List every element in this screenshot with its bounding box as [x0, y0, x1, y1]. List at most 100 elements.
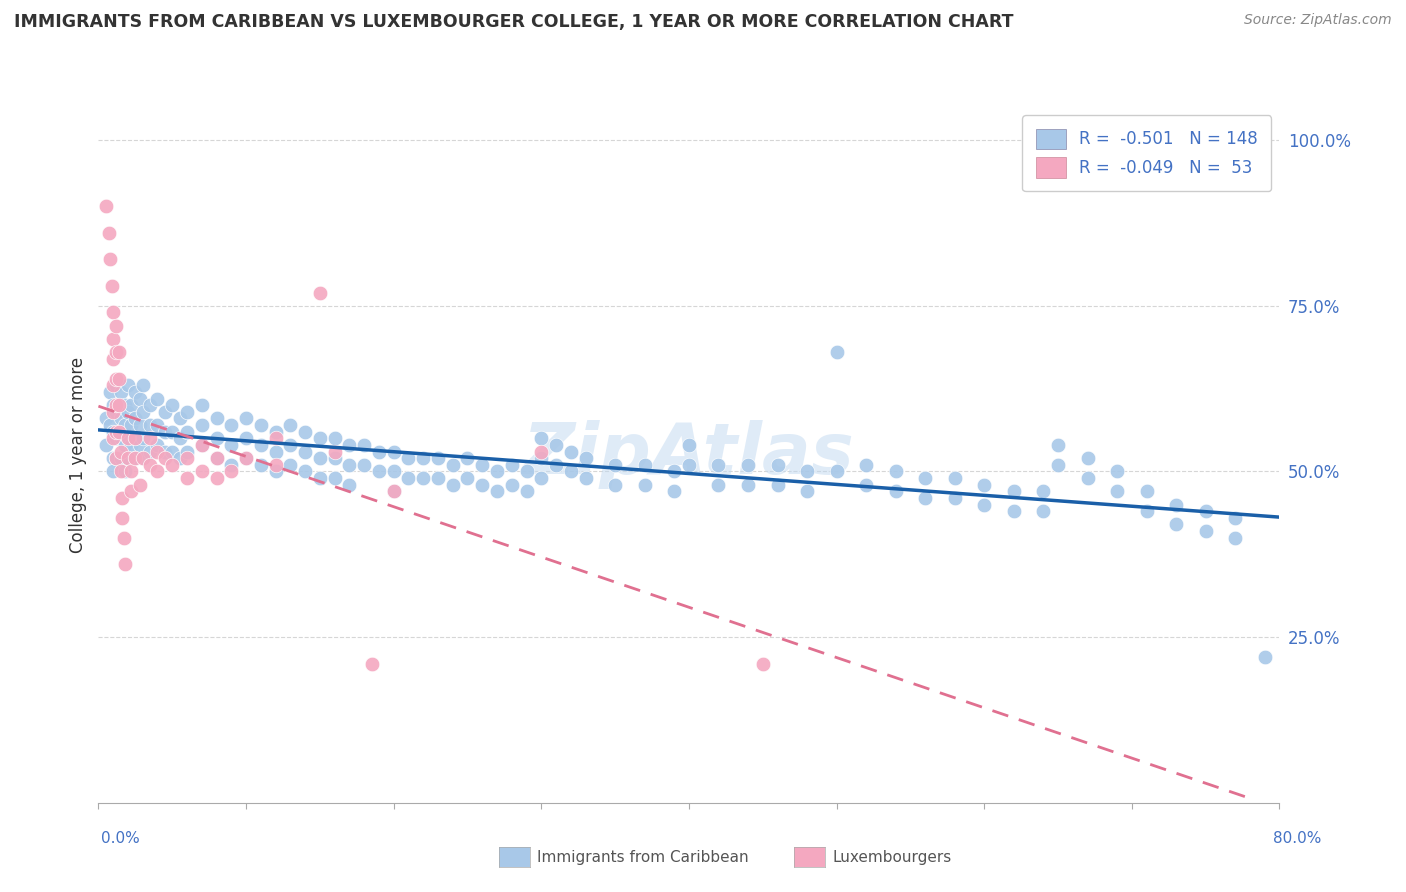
Point: [855, 477, 877, 491]
Point: [120, 438, 142, 452]
Point: [278, 418, 302, 433]
Point: [117, 431, 139, 445]
Point: [108, 372, 131, 386]
Point: [1046, 458, 1069, 472]
Point: [124, 431, 146, 445]
Point: [176, 451, 198, 466]
Point: [1077, 471, 1099, 485]
Point: [132, 451, 155, 466]
Point: [943, 471, 966, 485]
Point: [124, 384, 146, 399]
Point: [441, 477, 464, 491]
Point: [110, 451, 132, 466]
Point: [486, 484, 509, 499]
Point: [1032, 484, 1054, 499]
Point: [973, 477, 995, 491]
Point: [501, 477, 523, 491]
Point: [103, 351, 125, 366]
Point: [114, 418, 136, 433]
Point: [110, 411, 132, 425]
Point: [205, 411, 228, 425]
Point: [250, 438, 273, 452]
Point: [98, 384, 121, 399]
Point: [574, 451, 596, 466]
Point: [825, 465, 848, 479]
Point: [105, 398, 128, 412]
Point: [139, 444, 162, 458]
Point: [368, 444, 391, 458]
Point: [501, 458, 523, 472]
Point: [751, 657, 773, 671]
Point: [707, 458, 730, 472]
Point: [128, 418, 150, 433]
Point: [678, 438, 700, 452]
Point: [825, 345, 848, 359]
Point: [1135, 484, 1157, 499]
Point: [153, 451, 176, 466]
Point: [235, 431, 257, 445]
Point: [114, 558, 136, 572]
Point: [412, 471, 434, 485]
Point: [884, 465, 907, 479]
Point: [94, 411, 117, 425]
Point: [560, 444, 582, 458]
Point: [120, 398, 142, 412]
Point: [678, 458, 700, 472]
Point: [456, 451, 478, 466]
Point: [128, 438, 150, 452]
Point: [382, 444, 405, 458]
Point: [146, 444, 169, 458]
Point: [309, 431, 332, 445]
Point: [264, 465, 287, 479]
Point: [219, 438, 242, 452]
Point: [1105, 484, 1128, 499]
Point: [264, 444, 287, 458]
Point: [486, 465, 509, 479]
Point: [309, 471, 332, 485]
Point: [353, 438, 375, 452]
Point: [337, 477, 360, 491]
Point: [1002, 504, 1025, 518]
Point: [264, 431, 287, 445]
Point: [128, 477, 150, 491]
Point: [111, 511, 134, 525]
Point: [1002, 484, 1025, 499]
Point: [111, 491, 134, 505]
Point: [153, 425, 176, 439]
Point: [103, 451, 125, 466]
Point: [94, 438, 117, 452]
Point: [146, 465, 169, 479]
Point: [146, 438, 169, 452]
Point: [1164, 498, 1187, 512]
Point: [471, 477, 494, 491]
Point: [382, 484, 405, 499]
Point: [132, 378, 155, 392]
Point: [112, 531, 135, 545]
Point: [105, 451, 128, 466]
Point: [110, 431, 132, 445]
Point: [169, 431, 191, 445]
Point: [337, 438, 360, 452]
Point: [530, 431, 553, 445]
Point: [382, 484, 405, 499]
Point: [124, 451, 146, 466]
Point: [560, 465, 582, 479]
Point: [914, 471, 936, 485]
Point: [124, 411, 146, 425]
Point: [120, 484, 142, 499]
Point: [1077, 451, 1099, 466]
Point: [441, 458, 464, 472]
Point: [1164, 517, 1187, 532]
Point: [139, 418, 162, 433]
Point: [103, 465, 125, 479]
Point: [124, 431, 146, 445]
Point: [737, 458, 759, 472]
Point: [153, 444, 176, 458]
Text: Luxembourgers: Luxembourgers: [832, 850, 952, 864]
Point: [1135, 504, 1157, 518]
Point: [1223, 511, 1246, 525]
Point: [103, 305, 125, 319]
Point: [191, 398, 214, 412]
Point: [368, 465, 391, 479]
Point: [103, 398, 125, 412]
